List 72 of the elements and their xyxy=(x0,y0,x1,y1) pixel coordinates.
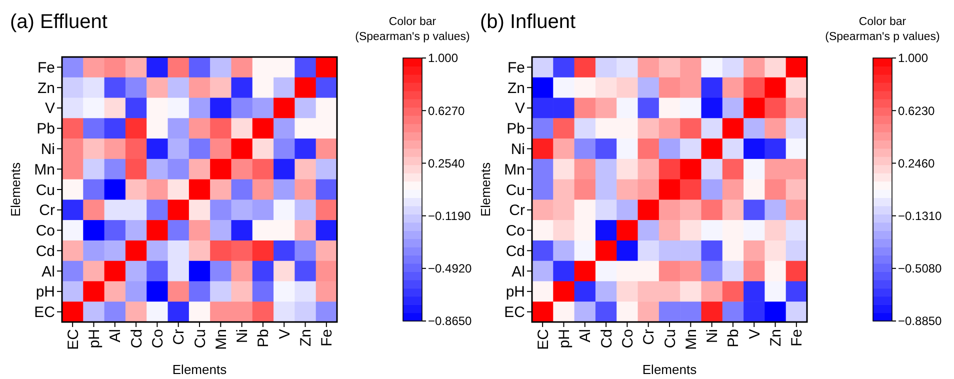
y-tick-label: pH xyxy=(506,284,525,301)
x-tick-label: EC xyxy=(64,328,82,350)
y-tick-label: Fe xyxy=(507,59,525,76)
x-tick-label: Co xyxy=(619,329,636,348)
color-bar-label: −0.1190 xyxy=(428,209,472,223)
y-tick-label: pH xyxy=(36,284,55,301)
color-bar-label: 0.6270 xyxy=(428,104,466,118)
x-tick-label: Al xyxy=(107,329,124,342)
y-tick-label: Ni xyxy=(40,140,55,158)
color-bar-title: Color bar (Spearman's p values) xyxy=(825,16,940,43)
color-bar-label: 1.000 xyxy=(428,51,458,66)
x-tick-label: Ni xyxy=(234,329,252,344)
x-tick-label: Zn xyxy=(768,329,785,347)
x-tick-label: Al xyxy=(577,329,594,342)
y-tick-label: Ni xyxy=(510,140,525,158)
y-tick-label: Co xyxy=(506,222,525,240)
y-tick-label: EC xyxy=(504,304,526,322)
y-tick-label: V xyxy=(44,100,55,118)
color-bar-label: −0.8650 xyxy=(428,314,472,328)
chart-title: (a) Effluent xyxy=(10,11,108,33)
x-tick-label: EC xyxy=(534,328,552,350)
y-axis-title: Elements xyxy=(8,162,23,217)
y-tick-label: Cr xyxy=(509,202,526,220)
x-tick-label: Cd xyxy=(128,329,146,348)
x-tick-label: Ni xyxy=(704,329,722,344)
x-tick-label: Zn xyxy=(298,329,315,347)
x-tick-label: Mn xyxy=(682,329,700,350)
x-tick-label: Pb xyxy=(255,329,272,348)
color-bar-label: −0.5080 xyxy=(898,262,942,276)
x-tick-label: pH xyxy=(86,329,103,348)
color-bar-label: 0.2460 xyxy=(898,156,936,170)
x-tick-label: Fe xyxy=(318,329,336,347)
y-tick-label: Cd xyxy=(36,242,55,260)
y-tick-label: Pb xyxy=(506,120,525,138)
y-tick-label: Co xyxy=(36,222,55,240)
color-bar-label: 1.000 xyxy=(898,51,928,66)
y-tick-label: Fe xyxy=(37,59,55,76)
y-tick-label: Cu xyxy=(36,182,55,199)
x-tick-label: V xyxy=(746,329,764,340)
y-tick-label: Cd xyxy=(506,242,525,260)
y-tick-label: Cr xyxy=(39,202,56,220)
x-tick-label: V xyxy=(276,329,294,340)
x-tick-label: Cr xyxy=(640,328,658,345)
x-tick-label: Cu xyxy=(192,329,209,348)
y-axis-title: Elements xyxy=(478,162,493,217)
x-tick-label: Co xyxy=(149,329,166,348)
y-tick-label: Mn xyxy=(504,161,525,178)
chart-title: (b) Influent xyxy=(480,11,576,33)
y-tick-label: Al xyxy=(42,263,55,280)
x-tick-label: Mn xyxy=(212,329,230,350)
x-tick-label: Fe xyxy=(788,329,806,347)
x-tick-label: Cr xyxy=(170,328,188,345)
x-tick-label: Cd xyxy=(598,329,616,348)
x-axis-title: Elements xyxy=(642,362,698,377)
y-tick-label: Pb xyxy=(36,120,55,138)
y-tick-label: Mn xyxy=(34,161,55,178)
y-tick-label: Cu xyxy=(506,182,525,199)
color-bar-label: 0.6230 xyxy=(898,104,936,118)
x-axis-title: Elements xyxy=(172,362,228,377)
y-tick-label: Zn xyxy=(507,80,525,97)
color-bar-label: −0.8850 xyxy=(898,314,942,328)
color-bar-label: −0.1310 xyxy=(898,209,942,223)
y-tick-label: V xyxy=(514,100,525,118)
color-bar-label: 0.2540 xyxy=(428,156,466,170)
y-tick-label: Zn xyxy=(37,80,55,97)
color-bar-title: Color bar (Spearman's p values) xyxy=(355,16,470,43)
x-tick-label: Pb xyxy=(725,329,742,348)
y-tick-label: Al xyxy=(512,263,525,280)
x-tick-label: Cu xyxy=(662,329,679,348)
y-tick-label: EC xyxy=(34,304,56,322)
color-bar-label: −0.4920 xyxy=(428,262,472,276)
x-tick-label: pH xyxy=(556,329,573,348)
